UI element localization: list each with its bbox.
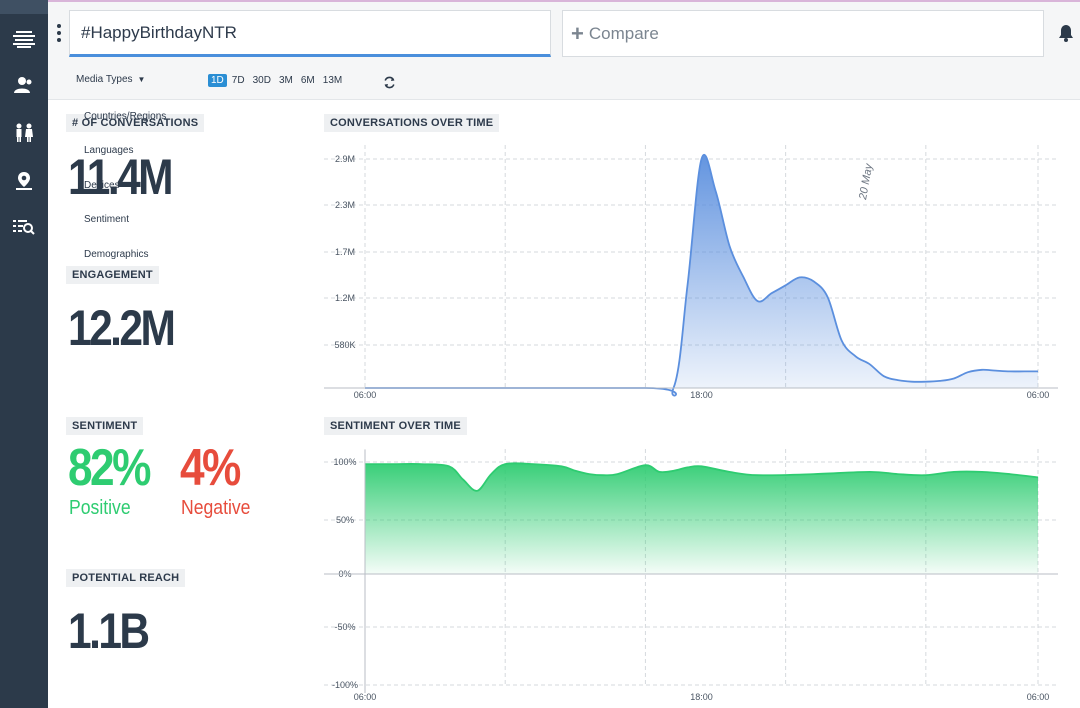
conversations-label: # OF CONVERSATIONS — [66, 114, 205, 132]
range-30d[interactable]: 30D — [252, 75, 271, 86]
sidebar-logo-block — [0, 0, 48, 14]
top-accent-line — [0, 0, 1080, 2]
negative-label: Negative — [181, 497, 251, 519]
chevron-down-icon: ▼ — [137, 75, 146, 84]
reach-label: POTENTIAL REACH — [66, 569, 186, 587]
refresh-icon[interactable] — [383, 76, 396, 94]
search-box[interactable] — [69, 10, 551, 57]
demographics-icon[interactable] — [0, 116, 48, 150]
sentiment-chart-title: SENTIMENT OVER TIME — [324, 417, 467, 435]
user-icon[interactable] — [0, 68, 48, 102]
header: + Compare Media Types ▼ 1D 7D 30D 3M 6M 13M — [48, 2, 1080, 100]
plus-icon: + — [571, 20, 584, 46]
range-13m[interactable]: 13M — [322, 75, 343, 86]
y-tick-label: 580K — [334, 340, 355, 350]
range-6m[interactable]: 6M — [300, 75, 315, 86]
y-tick-label: -100% — [332, 680, 358, 690]
y-tick-label: 100% — [333, 457, 356, 467]
menu-item-devices[interactable]: Devices — [84, 180, 120, 191]
y-tick-label: 50% — [336, 515, 354, 525]
series-line — [364, 462, 1039, 492]
y-tick-label: -50% — [334, 622, 355, 632]
y-tick-label: 1.2M — [335, 293, 355, 303]
y-tick-label: 1.7M — [335, 247, 355, 257]
conversations-chart-title: CONVERSATIONS OVER TIME — [324, 114, 500, 132]
date-annotation: 20 May — [857, 161, 876, 201]
x-tick-label: 06:00 — [1027, 390, 1050, 400]
location-icon[interactable] — [0, 164, 48, 198]
conversations-value: 11.4M — [68, 149, 174, 205]
positive-label: Positive — [69, 497, 131, 519]
series-area — [365, 463, 1038, 574]
x-tick-label: 06:00 — [1027, 692, 1050, 702]
reach-value: 1.1B — [68, 603, 150, 659]
y-tick-label: 2.3M — [335, 200, 355, 210]
media-types-dropdown[interactable]: Media Types ▼ — [76, 74, 145, 85]
positive-percent: 82% — [68, 439, 151, 497]
menu-item-languages[interactable]: Languages — [84, 145, 134, 156]
compare-button[interactable]: + Compare — [562, 10, 1044, 57]
charts-svg: 580K 1.2M 1.7M 2.3M 2.9M 06:00 18:00 06:00 20 Ma… — [324, 145, 1058, 702]
time-range-selector: 1D 7D 30D 3M 6M 13M — [208, 74, 347, 87]
series-line — [365, 154, 1038, 397]
more-options-icon[interactable] — [56, 24, 62, 42]
menu-item-demographics[interactable]: Demographics — [84, 249, 149, 260]
engagement-label: ENGAGEMENT — [66, 266, 159, 284]
x-tick-label: 18:00 — [690, 692, 713, 702]
media-types-label: Media Types — [76, 74, 133, 85]
sentiment-label: SENTIMENT — [66, 417, 144, 435]
x-tick-label: 06:00 — [354, 692, 377, 702]
search-list-icon[interactable] — [0, 210, 48, 244]
logo-icon[interactable] — [0, 22, 48, 56]
compare-label: Compare — [588, 23, 659, 43]
x-tick-label: 06:00 — [354, 390, 377, 400]
bell-icon[interactable] — [1058, 24, 1074, 47]
engagement-value: 12.2M — [68, 300, 176, 356]
series-area — [365, 154, 1038, 396]
x-tick-label: 18:00 — [690, 390, 713, 400]
y-tick-label: 2.9M — [335, 154, 355, 164]
sidebar — [0, 0, 48, 708]
range-7d[interactable]: 7D — [231, 75, 245, 86]
search-input[interactable] — [70, 11, 550, 54]
menu-item-sentiment[interactable]: Sentiment — [84, 214, 130, 225]
negative-percent: 4% — [180, 439, 241, 497]
menu-item-countries[interactable]: Countries/Regions — [84, 111, 167, 122]
range-1d[interactable]: 1D — [208, 74, 227, 87]
main-content: Countries/Regions Languages Devices Sent… — [48, 100, 1080, 708]
range-3m[interactable]: 3M — [278, 75, 293, 86]
